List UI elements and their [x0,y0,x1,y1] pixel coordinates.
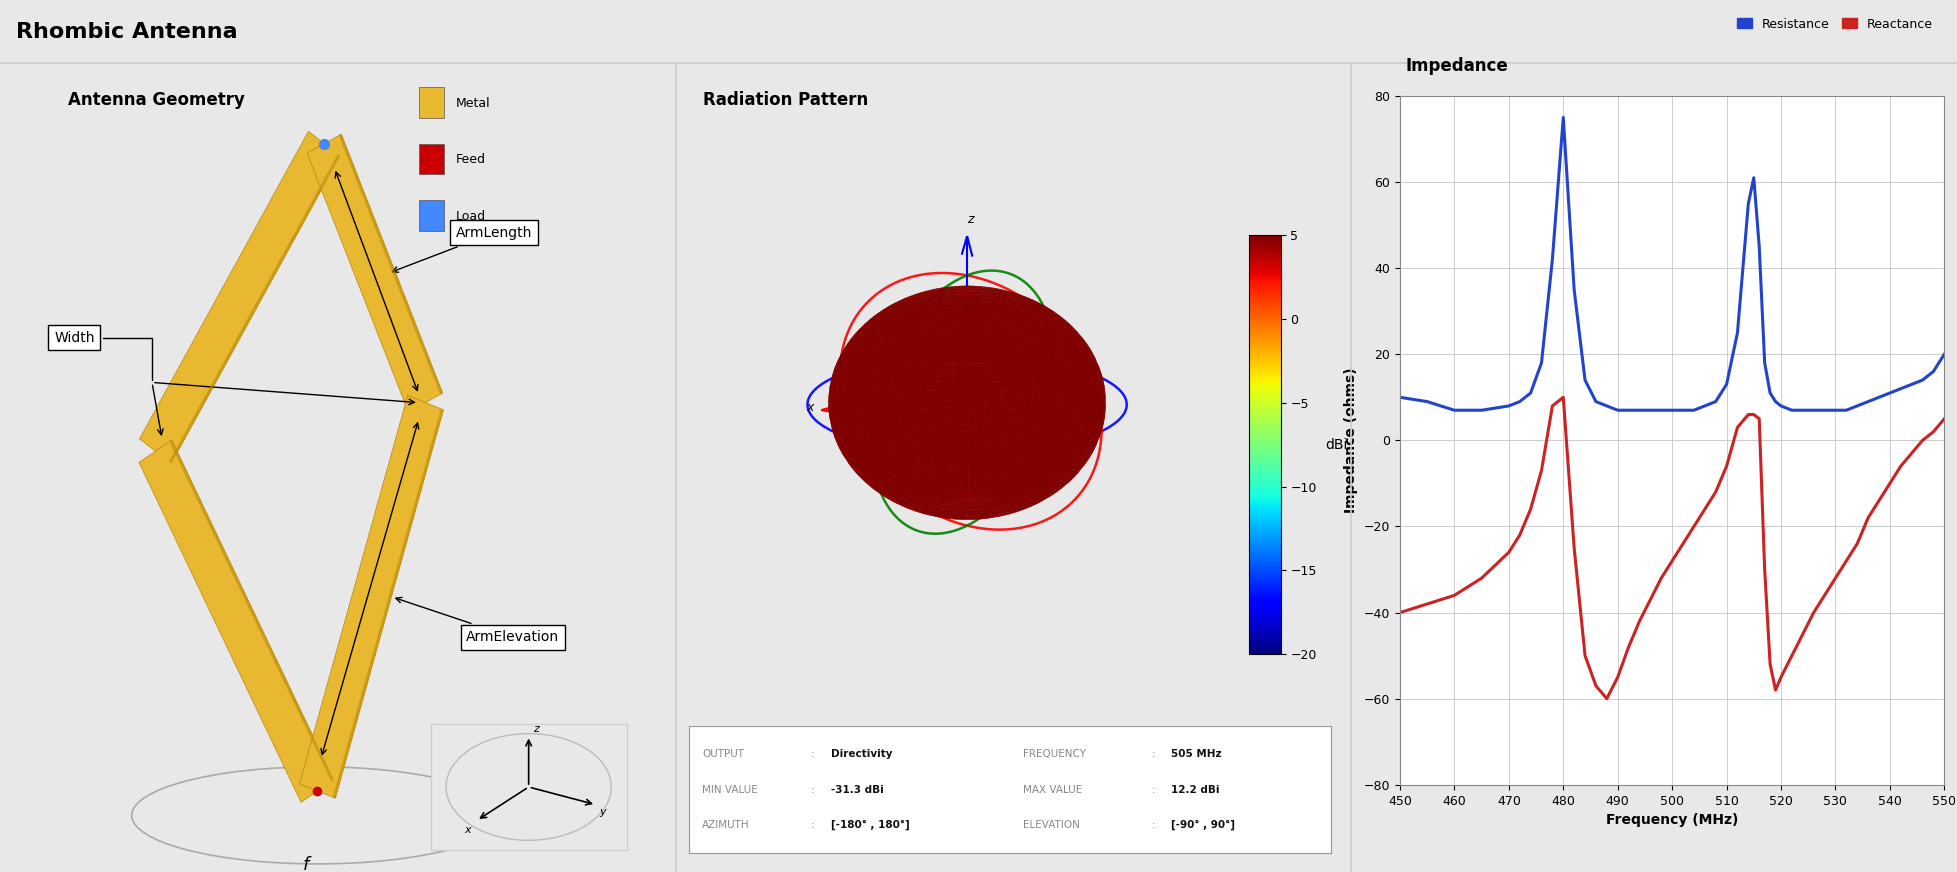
Text: :: : [810,749,814,760]
Text: Antenna Geometry: Antenna Geometry [67,91,245,109]
Text: :: : [810,820,814,830]
Text: :: : [1151,749,1155,760]
Y-axis label: dBi: dBi [1325,438,1346,452]
Text: ArmLength: ArmLength [391,226,532,272]
Text: AZIMUTH: AZIMUTH [703,820,750,830]
X-axis label: Frequency (MHz): Frequency (MHz) [1605,813,1738,827]
Text: Metal: Metal [456,97,491,110]
Text: MIN VALUE: MIN VALUE [703,785,757,794]
Text: Directivity: Directivity [830,749,892,760]
Bar [419,87,444,118]
Text: [-90° , 90°]: [-90° , 90°] [1170,820,1235,830]
Text: x: x [464,825,470,835]
Text: :: : [810,785,814,794]
Text: Impedance: Impedance [1405,57,1507,75]
Text: 505 MHz: 505 MHz [1170,749,1221,760]
Polygon shape [168,154,341,464]
Text: Feed: Feed [456,153,485,167]
Bar [419,201,444,231]
Polygon shape [139,440,335,802]
Text: y: y [599,807,605,817]
Y-axis label: Impedance (ohms): Impedance (ohms) [1344,367,1358,514]
Text: FREQUENCY: FREQUENCY [1024,749,1086,760]
Polygon shape [139,132,341,464]
Text: 12.2 dBi: 12.2 dBi [1170,785,1219,794]
Text: Rhombic Antenna: Rhombic Antenna [16,22,237,42]
Text: Width: Width [55,330,153,379]
Legend: Resistance, Reactance: Resistance, Reactance [1730,12,1937,36]
Text: [-180° , 180°]: [-180° , 180°] [830,820,908,830]
Text: -31.3 dBi: -31.3 dBi [830,785,883,794]
Text: MAX VALUE: MAX VALUE [1024,785,1082,794]
Text: :: : [1151,785,1155,794]
Polygon shape [333,409,444,798]
Text: ArmElevation: ArmElevation [395,597,560,644]
Text: :: : [1151,820,1155,830]
Bar [419,144,444,174]
Polygon shape [168,440,335,781]
Text: Load: Load [456,210,485,223]
Text: $f$: $f$ [301,855,313,872]
Polygon shape [339,134,442,394]
Text: ELEVATION: ELEVATION [1024,820,1080,830]
Polygon shape [299,396,444,798]
Text: OUTPUT: OUTPUT [703,749,744,760]
Polygon shape [307,134,442,412]
Text: Radiation Pattern: Radiation Pattern [703,91,867,109]
Text: z: z [532,724,538,733]
